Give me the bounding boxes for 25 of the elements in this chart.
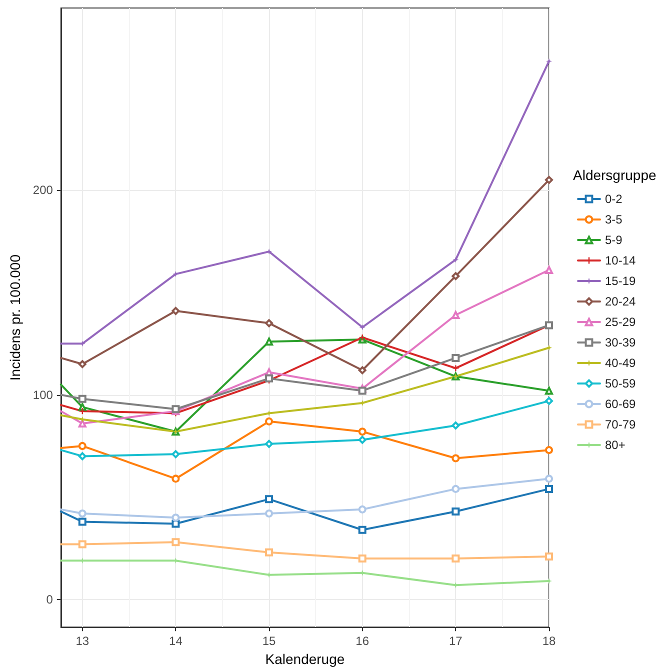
y-tick-label: 100 (32, 388, 54, 402)
y-tick-label: 200 (32, 183, 54, 198)
x-tick-label: 14 (169, 634, 183, 648)
y-tick-label: 0 (46, 592, 54, 606)
legend-label: 10-14 (605, 254, 636, 268)
x-axis-title: Kalenderuge (265, 651, 345, 667)
x-tick-label: 13 (76, 634, 90, 648)
legend-label: 50-59 (605, 376, 636, 390)
legend-label: 30-39 (605, 336, 636, 350)
legend-label: 3-5 (605, 212, 623, 226)
x-tick-label: 16 (356, 634, 370, 648)
legend-label: 15-19 (605, 274, 636, 288)
legend-label: 25-29 (605, 315, 636, 329)
y-axis-title: Incidens pr. 100.000 (7, 254, 23, 381)
legend-label: 60-69 (605, 397, 636, 411)
legend-label: 40-49 (605, 356, 636, 370)
x-tick-label: 15 (262, 634, 276, 648)
legend-label: 5-9 (605, 233, 623, 247)
legend-label: 70-79 (605, 418, 636, 432)
x-tick-label: 17 (448, 634, 463, 648)
legend-title: Aldersgruppe (573, 167, 656, 183)
legend-label: 80+ (605, 438, 626, 452)
legend-label: 20-24 (605, 294, 636, 308)
legend-label: 0-2 (605, 192, 623, 206)
x-tick-label: 18 (542, 634, 556, 648)
